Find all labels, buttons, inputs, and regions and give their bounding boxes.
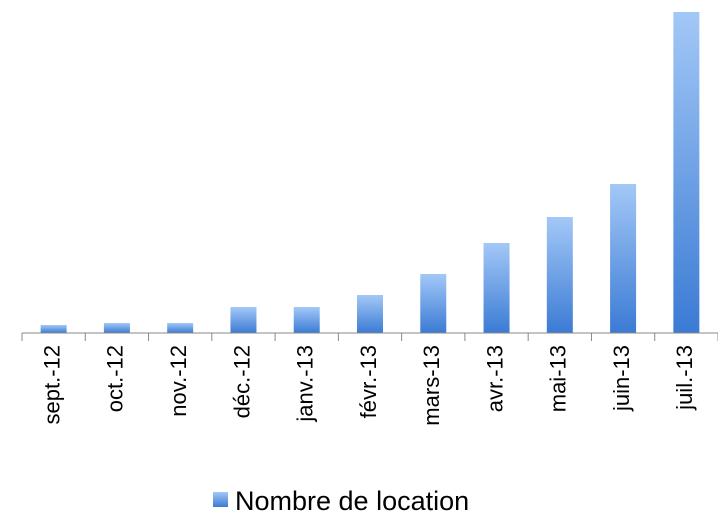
bar [483,243,510,333]
bar [293,307,320,333]
x-tick-label: juil.-13 [672,345,697,411]
bar [357,295,383,333]
bar [103,323,130,333]
x-tick-label: mars-13 [419,345,444,426]
x-tick-label: sept.-12 [39,345,64,425]
legend-label: Nombre de location [235,486,469,516]
bar [610,184,637,333]
x-tick-label: janv.-13 [293,345,318,423]
x-tick-label: févr.-13 [356,345,381,418]
x-tick-label: juin-13 [609,345,634,412]
bar [167,323,194,333]
bar [420,274,447,333]
x-tick-label: avr.-13 [482,345,507,412]
x-tick-label: déc.-12 [229,345,254,418]
x-tick-label: nov.-12 [166,345,191,417]
bar [230,307,257,333]
legend-swatch [213,492,228,507]
x-tick-label: mai-13 [546,345,571,412]
bar [673,12,700,333]
bar [40,325,67,333]
x-tick-label: oct.-12 [103,345,128,412]
bar [546,217,573,333]
